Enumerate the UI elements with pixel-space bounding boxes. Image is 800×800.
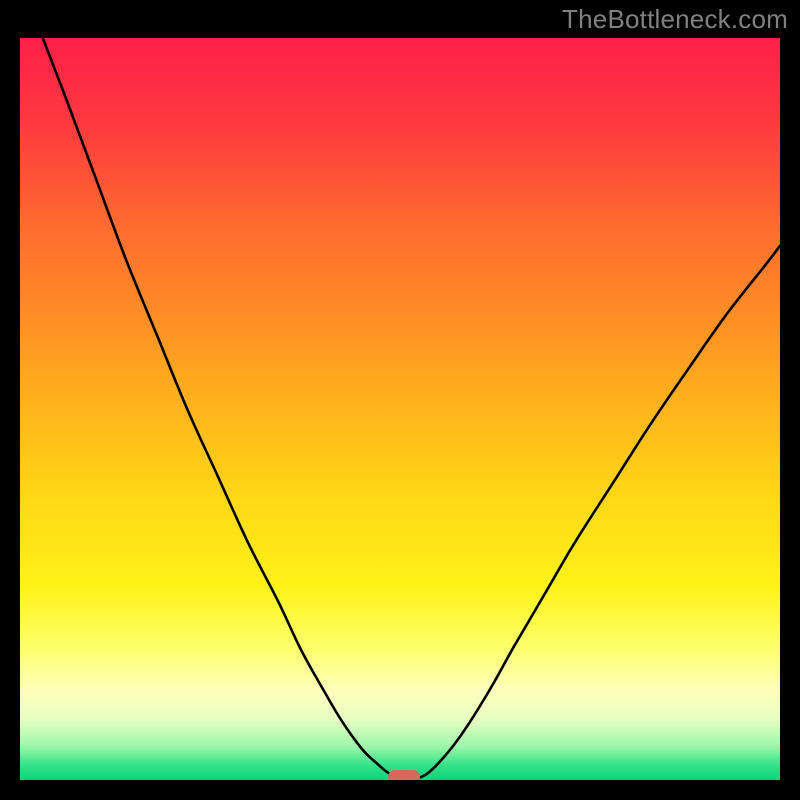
chart-frame: TheBottleneck.com <box>0 0 800 800</box>
minimum-marker <box>388 770 420 780</box>
plot-area <box>20 38 780 780</box>
bottleneck-curve-svg <box>20 38 780 780</box>
gradient-background <box>20 38 780 780</box>
watermark-text: TheBottleneck.com <box>562 4 788 35</box>
